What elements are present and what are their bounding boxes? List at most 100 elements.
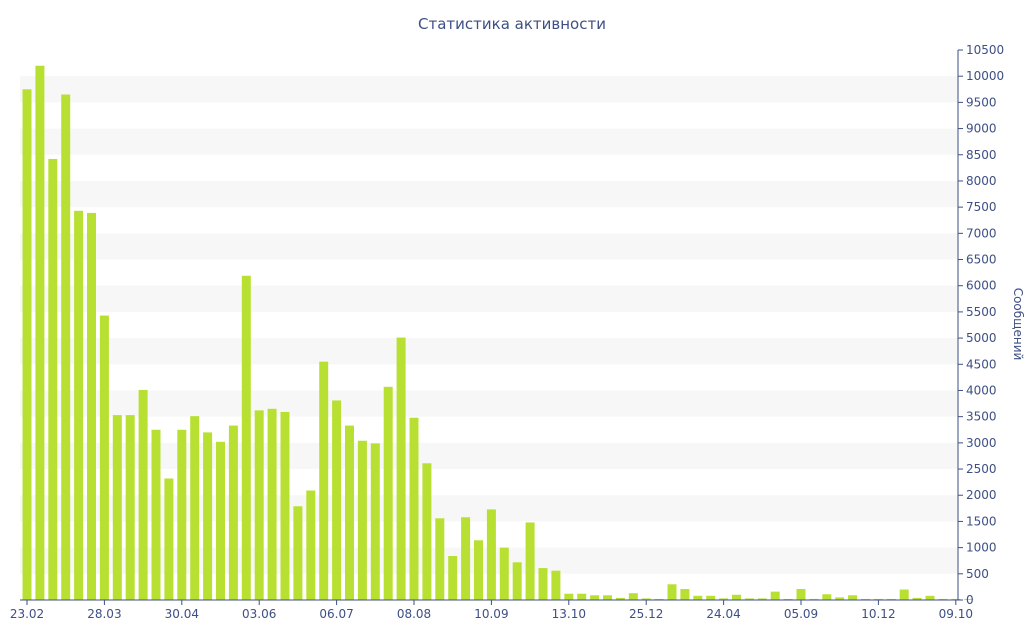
bar[interactable] [641,598,651,600]
grid-band [20,233,958,260]
bar[interactable] [461,517,471,600]
x-tick-label: 03.06 [242,607,276,621]
bar[interactable] [590,595,600,600]
bar[interactable] [757,598,767,600]
bar[interactable] [357,440,367,600]
grid-band [20,390,958,417]
bar[interactable] [873,598,883,600]
bar[interactable] [732,594,741,600]
bar[interactable] [693,595,703,600]
y-tick-label: 1500 [966,514,997,528]
bar[interactable] [74,210,84,600]
bar[interactable] [886,598,896,600]
bar[interactable] [512,562,522,600]
y-tick-label: 9500 [966,95,997,109]
bar[interactable] [228,425,238,600]
bar[interactable] [822,594,832,600]
y-tick-label: 9000 [966,122,997,136]
y-tick-label: 2000 [966,488,997,502]
bar[interactable] [964,598,974,600]
bar[interactable] [899,589,909,600]
bar[interactable] [125,415,135,600]
bar[interactable] [190,416,200,600]
bar[interactable] [667,584,677,600]
bar[interactable] [99,315,109,600]
bar[interactable] [486,509,496,600]
grid-bands [20,76,958,574]
y-tick-label: 2500 [966,462,997,476]
bar[interactable] [783,598,793,600]
bar[interactable] [861,598,870,600]
bar[interactable] [706,595,716,600]
chart-title: Статистика активности [418,15,606,33]
bar[interactable] [551,570,561,600]
x-tick-label: 30.04 [165,607,199,621]
y-tick-label: 5500 [966,305,997,319]
bar[interactable] [538,568,548,600]
bar[interactable] [615,597,625,600]
bar[interactable] [680,589,690,600]
bar[interactable] [848,595,858,600]
grid-band [20,442,958,470]
bar[interactable] [951,598,961,600]
bar[interactable] [770,591,780,600]
x-tick-label: 10.09 [474,607,508,621]
bar[interactable] [938,598,948,600]
grid-band [20,180,958,208]
bar[interactable] [744,598,754,600]
y-tick-label: 1000 [966,541,997,555]
bar[interactable] [719,598,729,600]
bar[interactable] [835,597,845,600]
bar[interactable] [912,597,922,600]
bar[interactable] [345,425,354,600]
bar[interactable] [216,441,225,600]
bar[interactable] [241,275,251,600]
y-ticks-group: 0 500 1000 1500 2000 2500 3000 3500 4000 4500 5000… [958,43,1004,607]
bar[interactable] [332,400,342,600]
bar[interactable] [809,598,819,600]
bar[interactable] [422,463,432,600]
bar[interactable] [203,432,213,600]
bar[interactable] [925,595,935,600]
bar[interactable] [577,593,587,600]
bar[interactable] [383,386,393,600]
bar[interactable] [293,506,303,600]
bar[interactable] [280,411,290,600]
bar[interactable] [499,547,509,600]
y-tick-label: 3500 [966,410,997,424]
bar[interactable] [603,595,612,600]
bar[interactable] [254,410,264,600]
bar[interactable] [319,361,329,600]
bar[interactable] [151,429,161,600]
bar[interactable] [396,337,406,600]
bar[interactable] [112,415,122,600]
x-tick-label: 05.09 [784,607,818,621]
grid-band [20,128,958,155]
bar[interactable] [164,478,174,600]
x-tick-label: 13.10 [552,607,586,621]
bar[interactable] [306,490,316,600]
bar[interactable] [138,389,148,600]
bar[interactable] [448,556,458,600]
bar[interactable] [370,443,380,600]
y-tick-label: 0 [966,593,974,607]
bar[interactable] [267,408,277,600]
bar[interactable] [435,518,445,600]
bar[interactable] [474,540,483,600]
grid-band [20,338,958,365]
grid-band [20,285,958,312]
bar[interactable] [564,593,574,600]
bar[interactable] [796,589,806,600]
bar[interactable] [35,65,45,600]
bar[interactable] [628,593,638,600]
bar[interactable] [177,429,187,600]
bar[interactable] [654,598,664,600]
bar[interactable] [409,417,419,600]
bar[interactable] [525,522,535,600]
x-tick-label: 08.08 [397,607,431,621]
x-tick-label: 25.12 [629,607,663,621]
bar[interactable] [87,212,96,600]
bar[interactable] [61,94,71,601]
bar[interactable] [22,89,32,600]
bar[interactable] [48,158,58,600]
